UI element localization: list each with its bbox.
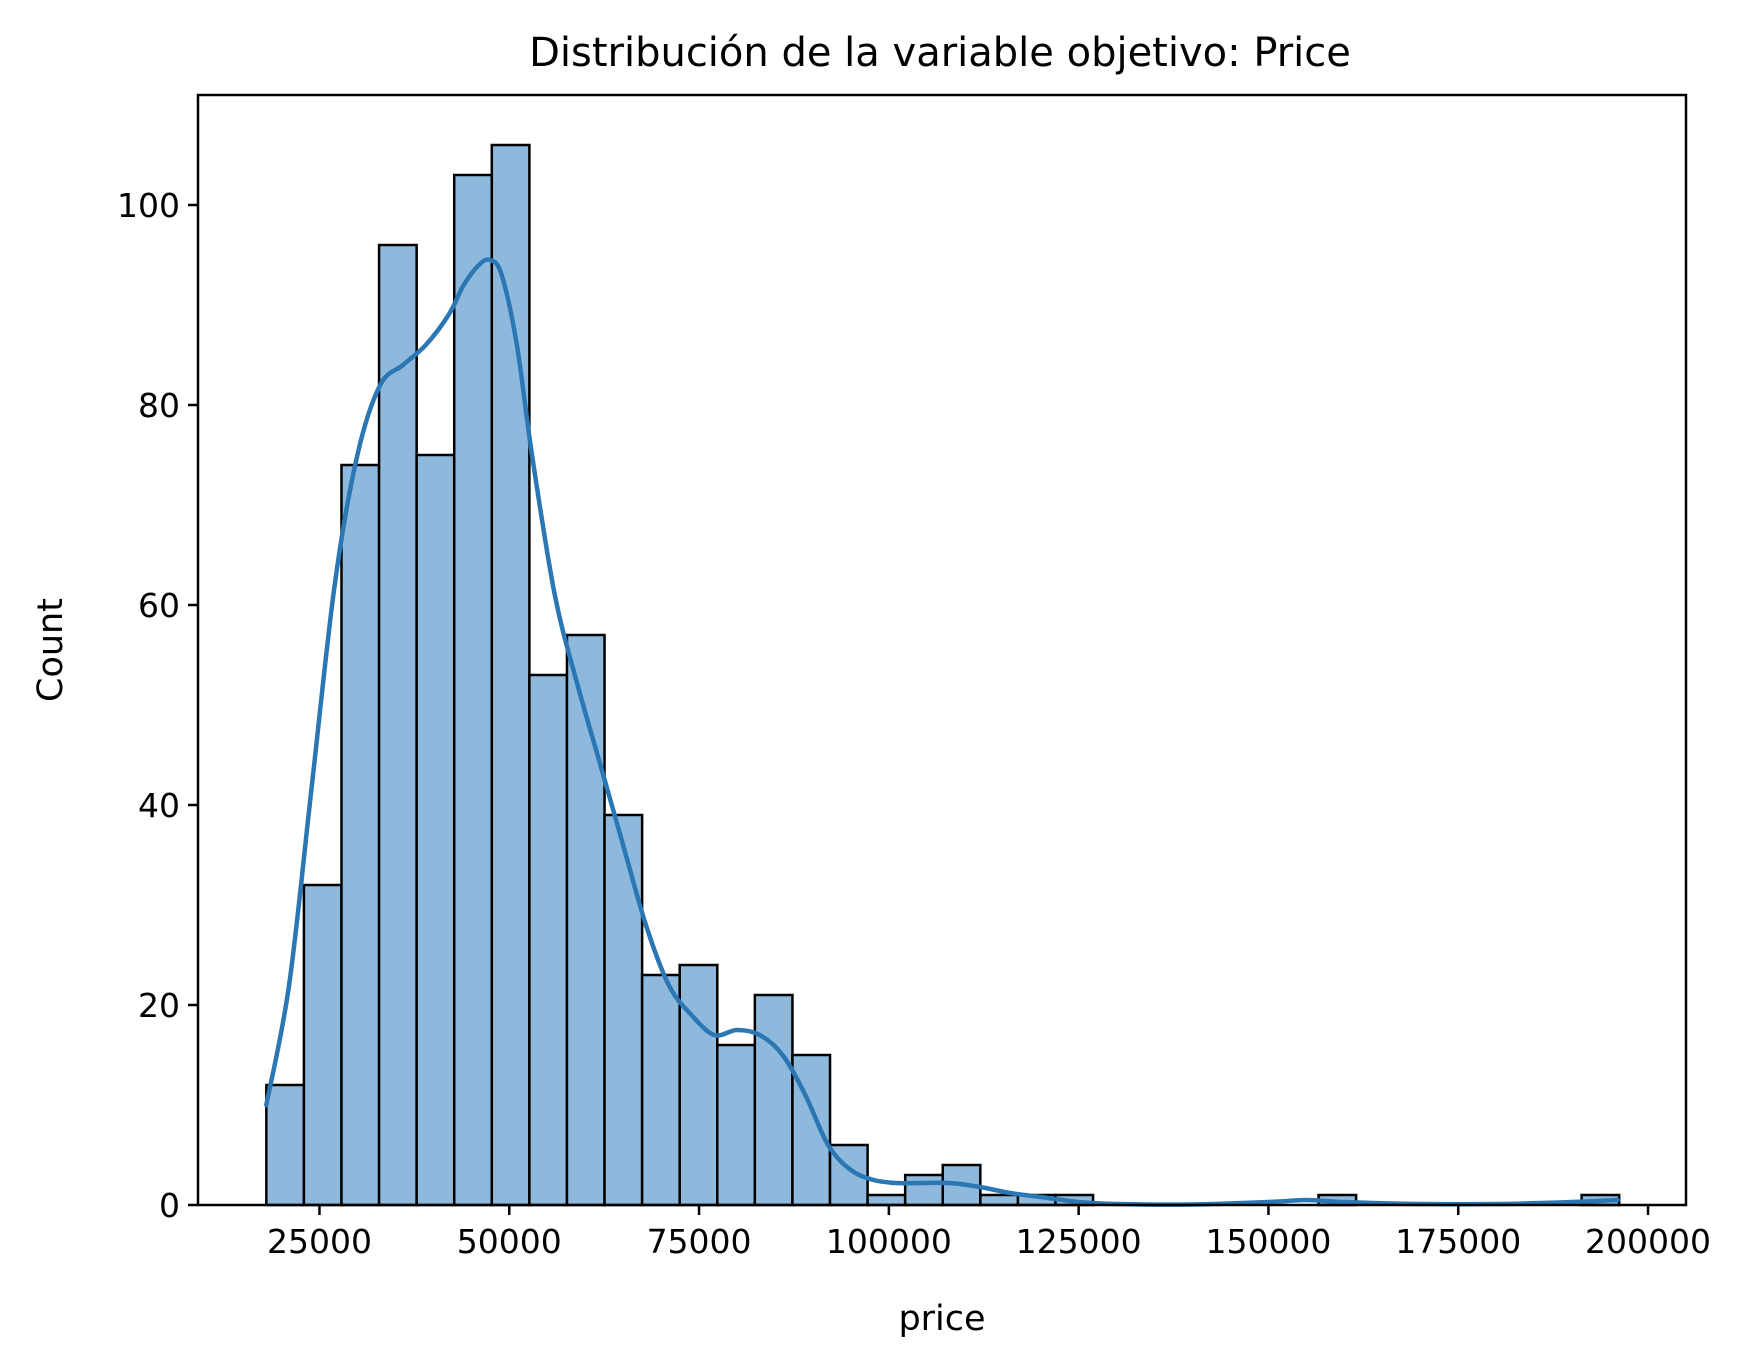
x-tick-label: 100000 xyxy=(826,1222,952,1261)
y-tick-label: 40 xyxy=(138,786,180,825)
histogram-bar xyxy=(603,813,644,1207)
x-tick-label: 25000 xyxy=(267,1222,372,1261)
x-tick-label: 150000 xyxy=(1205,1222,1331,1261)
y-tick-label: 20 xyxy=(138,986,180,1025)
y-tick-label: 0 xyxy=(159,1186,180,1225)
histogram-bar xyxy=(979,1193,1020,1207)
histogram-bar xyxy=(716,1043,757,1207)
histogram-bar xyxy=(678,963,719,1207)
histogram-bar xyxy=(903,1173,945,1207)
x-axis: 25000 50000 75000 100000 125000 150000 175000 2… xyxy=(267,1205,1711,1261)
histogram-bar xyxy=(340,463,381,1207)
y-axis-label: Count xyxy=(31,598,71,702)
x-tick-label: 200000 xyxy=(1585,1222,1711,1261)
bars-group xyxy=(265,143,1621,1207)
histogram-bar xyxy=(377,243,418,1207)
chart-title: Distribución de la variable objetivo: Pr… xyxy=(529,30,1351,76)
histogram-bar xyxy=(866,1193,907,1207)
y-tick-label: 60 xyxy=(138,586,180,625)
histogram-bar xyxy=(265,1083,306,1207)
histogram-bar xyxy=(415,453,456,1207)
histogram-bar xyxy=(302,883,343,1207)
histogram-bar xyxy=(753,993,794,1207)
histogram-bar xyxy=(452,173,494,1207)
y-tick-label: 100 xyxy=(117,186,180,225)
histogram-bar xyxy=(528,673,569,1207)
x-tick-label: 175000 xyxy=(1395,1222,1521,1261)
y-tick-label: 80 xyxy=(138,386,180,425)
x-tick-label: 50000 xyxy=(457,1222,562,1261)
y-axis: 0 20 40 60 80 100 xyxy=(117,186,198,1225)
histogram-bar xyxy=(640,973,681,1207)
x-tick-label: 125000 xyxy=(1016,1222,1142,1261)
axes-frame xyxy=(196,93,1688,1207)
x-tick-label: 75000 xyxy=(647,1222,752,1261)
x-axis-label: price xyxy=(898,1299,985,1339)
